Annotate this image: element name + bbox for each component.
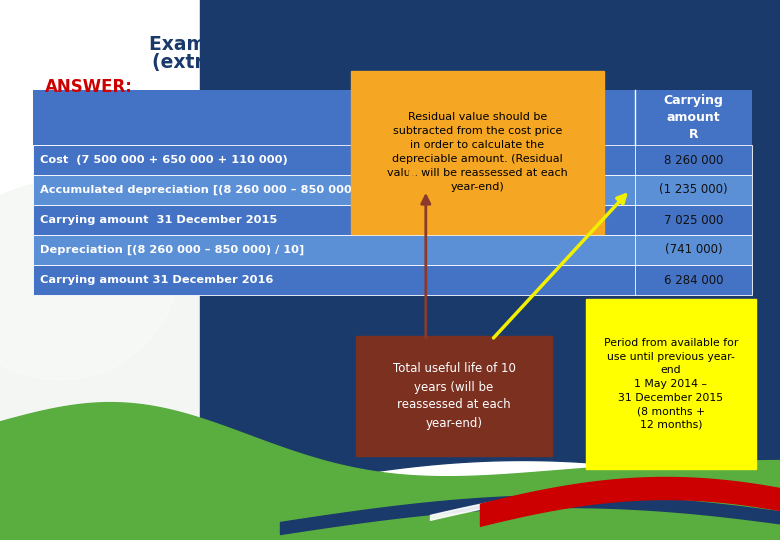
- Text: Total useful life of 10
years (will be
reassessed at each
year-end): Total useful life of 10 years (will be r…: [392, 362, 516, 429]
- FancyBboxPatch shape: [33, 175, 752, 205]
- Text: Period from available for
use until previous year-
end
1 May 2014 –
31 December : Period from available for use until prev…: [604, 338, 738, 430]
- Text: 6 284 000: 6 284 000: [664, 273, 723, 287]
- FancyBboxPatch shape: [33, 90, 752, 145]
- Text: Carrying amount  31 December 2015: Carrying amount 31 December 2015: [40, 215, 277, 225]
- FancyBboxPatch shape: [356, 336, 552, 456]
- Text: Carrying amount 31 December 2016: Carrying amount 31 December 2016: [40, 275, 273, 285]
- Text: (1 235 000): (1 235 000): [659, 184, 728, 197]
- Text: Accumulated depreciation [(8 260 000 – 850 000) / 120 x 20]: Accumulated depreciation [(8 260 000 – 8…: [40, 185, 429, 195]
- FancyBboxPatch shape: [351, 71, 604, 234]
- Text: Carrying
amount
R: Carrying amount R: [664, 94, 723, 141]
- Text: Example – Depreciation: Straight-line method: Example – Depreciation: Straight-line me…: [149, 35, 631, 54]
- Text: ANSWER:: ANSWER:: [45, 78, 133, 96]
- FancyBboxPatch shape: [33, 205, 752, 235]
- Circle shape: [0, 180, 230, 500]
- Text: Residual value should be
subtracted from the cost price
in order to calculate th: Residual value should be subtracted from…: [387, 112, 568, 192]
- Text: Depreciation [(8 260 000 – 850 000) / 10]: Depreciation [(8 260 000 – 850 000) / 10…: [40, 245, 304, 255]
- Text: 8 260 000: 8 260 000: [664, 153, 723, 166]
- Text: (extract from previous assignment question): (extract from previous assignment questi…: [152, 53, 628, 72]
- Text: 7 025 000: 7 025 000: [664, 213, 723, 226]
- FancyBboxPatch shape: [33, 265, 752, 295]
- FancyBboxPatch shape: [586, 299, 756, 469]
- FancyBboxPatch shape: [33, 235, 752, 265]
- Text: (741 000): (741 000): [665, 244, 722, 256]
- FancyBboxPatch shape: [33, 145, 752, 175]
- Text: Cost  (7 500 000 + 650 000 + 110 000): Cost (7 500 000 + 650 000 + 110 000): [40, 155, 288, 165]
- Circle shape: [0, 140, 180, 380]
